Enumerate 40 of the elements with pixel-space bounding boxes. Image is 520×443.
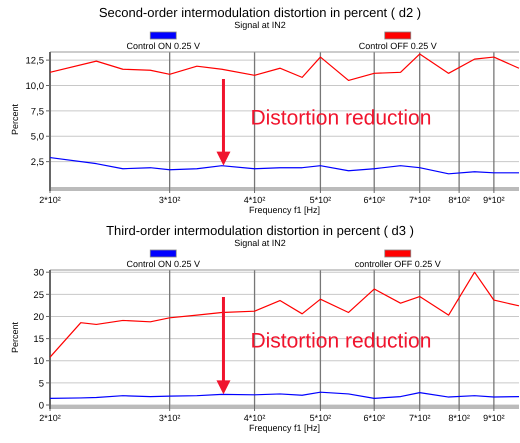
y-tick-label: 2,5 xyxy=(30,157,44,168)
y-tick-label: 5,0 xyxy=(30,132,44,143)
chart-subtitle: Signal at IN2 xyxy=(234,20,286,30)
x-tick-label: 8*10² xyxy=(448,195,470,205)
legend-label: controller OFF 0.25 V xyxy=(354,259,441,269)
chart-title: Second-order intermodulation distortion in percent ( d2 ) xyxy=(98,5,422,20)
chart-subtitle: Signal at IN2 xyxy=(234,238,286,248)
chart-title: Third-order intermodulation distortion in percent ( d3 ) xyxy=(106,223,414,238)
y-axis-title: Percent xyxy=(10,104,20,136)
x-tick-label: 5*10² xyxy=(310,413,332,423)
y-tick-label: 20 xyxy=(33,312,44,323)
x-axis-title: Frequency f1 [Hz] xyxy=(248,423,320,433)
x-tick-label: 7*10² xyxy=(408,413,430,423)
x-axis-title: Frequency f1 [Hz] xyxy=(248,205,320,215)
y-tick-label: 15 xyxy=(33,334,44,346)
x-tick-label: 3*10² xyxy=(158,413,180,423)
x-tick-label: 5*10² xyxy=(310,195,332,205)
x-tick-label: 6*10² xyxy=(363,413,385,423)
x-tick-label: 4*10² xyxy=(244,195,266,205)
x-tick-label: 3*10² xyxy=(158,195,180,205)
legend-label: Control ON 0.25 V xyxy=(126,41,200,51)
y-tick-label: 7,5 xyxy=(30,106,44,118)
x-tick-label: 2*10² xyxy=(39,413,61,423)
x-tick-label: 9*10² xyxy=(483,413,505,423)
y-tick-label: 25 xyxy=(33,290,44,301)
x-tick-label: 2*10² xyxy=(39,195,61,205)
y-tick-label: 5 xyxy=(38,378,44,390)
y-tick-label: 12,5 xyxy=(26,56,44,67)
x-tick-label: 9*10² xyxy=(483,195,505,205)
y-tick-label: 30 xyxy=(33,268,44,279)
legend-label: Control OFF 0.25 V xyxy=(358,41,437,51)
y-tick-label: 10 xyxy=(33,356,44,368)
y-tick-label: 0 xyxy=(38,400,44,412)
x-tick-label: 4*10² xyxy=(244,413,266,423)
y-axis-title: Percent xyxy=(10,322,20,354)
y-tick-label: 10,0 xyxy=(26,80,44,92)
x-tick-label: 6*10² xyxy=(363,195,385,205)
x-tick-label: 8*10² xyxy=(448,413,470,423)
x-tick-label: 7*10² xyxy=(408,195,430,205)
legend-label: Control ON 0.25 V xyxy=(126,259,200,269)
